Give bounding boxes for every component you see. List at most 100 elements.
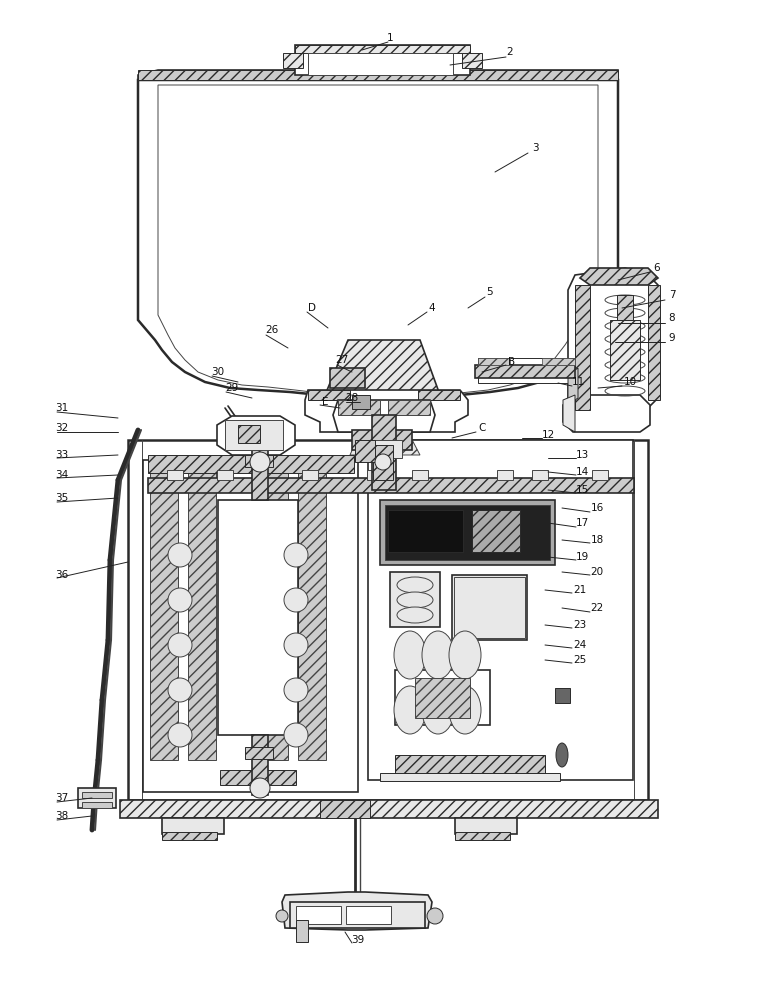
Ellipse shape	[284, 543, 308, 567]
Polygon shape	[418, 390, 460, 400]
Polygon shape	[305, 390, 468, 432]
Bar	[532, 470, 548, 480]
Text: 2: 2	[506, 47, 513, 57]
Text: 3: 3	[532, 143, 538, 153]
Text: 18: 18	[590, 535, 604, 545]
Text: C: C	[478, 423, 485, 433]
Ellipse shape	[168, 723, 192, 747]
Text: 17: 17	[576, 518, 589, 528]
Bar	[245, 747, 273, 759]
Bar	[128, 440, 648, 800]
Text: 16: 16	[590, 503, 604, 513]
Ellipse shape	[394, 686, 426, 734]
Ellipse shape	[449, 631, 481, 679]
Bar	[617, 295, 633, 320]
Bar	[82, 802, 112, 808]
Bar	[217, 470, 233, 480]
Bar	[148, 455, 354, 473]
Text: 15: 15	[576, 485, 589, 495]
Bar	[380, 500, 555, 565]
Bar	[218, 500, 298, 735]
Bar	[298, 470, 326, 760]
Bar	[385, 505, 550, 560]
Ellipse shape	[250, 778, 270, 798]
Text: 32: 32	[55, 423, 69, 433]
Text: 29: 29	[225, 383, 238, 393]
Bar	[283, 53, 303, 68]
Ellipse shape	[284, 678, 308, 702]
Polygon shape	[563, 395, 575, 432]
Bar	[472, 510, 520, 552]
Polygon shape	[325, 340, 440, 395]
Bar	[225, 420, 283, 450]
Bar	[78, 788, 116, 808]
Ellipse shape	[276, 910, 288, 922]
Text: 12: 12	[541, 430, 555, 440]
Bar	[592, 470, 608, 480]
Ellipse shape	[422, 631, 454, 679]
Bar	[380, 773, 560, 781]
Polygon shape	[338, 400, 380, 415]
Text: 27: 27	[336, 355, 349, 365]
Bar	[290, 902, 425, 928]
Bar	[555, 688, 570, 703]
Polygon shape	[475, 365, 575, 378]
Text: 20: 20	[590, 567, 604, 577]
Polygon shape	[648, 285, 660, 400]
Text: E: E	[322, 397, 328, 407]
Ellipse shape	[168, 633, 192, 657]
Bar	[148, 478, 634, 493]
Text: 33: 33	[55, 450, 69, 460]
Bar	[395, 670, 490, 725]
Text: 37: 37	[55, 793, 69, 803]
Bar	[390, 572, 440, 627]
Ellipse shape	[168, 678, 192, 702]
Bar	[150, 470, 178, 760]
Bar	[412, 470, 428, 480]
Bar	[478, 358, 575, 383]
Ellipse shape	[556, 743, 568, 767]
Bar	[162, 818, 224, 834]
Bar	[454, 577, 525, 638]
Text: 26: 26	[266, 325, 279, 335]
Text: 4: 4	[428, 303, 435, 313]
Ellipse shape	[375, 454, 391, 470]
Bar	[455, 818, 517, 834]
Polygon shape	[542, 358, 575, 365]
Bar	[372, 415, 396, 490]
Bar	[162, 832, 217, 840]
Bar	[352, 395, 370, 409]
Text: 19: 19	[576, 552, 589, 562]
Text: 10: 10	[623, 377, 636, 387]
Text: D: D	[308, 303, 316, 313]
Bar	[308, 53, 453, 75]
Text: 9: 9	[668, 333, 675, 343]
Bar	[188, 470, 216, 760]
Polygon shape	[282, 892, 432, 930]
Bar	[252, 440, 268, 500]
Bar	[497, 470, 513, 480]
Bar	[143, 460, 358, 792]
Polygon shape	[308, 390, 350, 400]
Ellipse shape	[422, 686, 454, 734]
Ellipse shape	[449, 686, 481, 734]
Bar	[373, 445, 393, 480]
Text: 28: 28	[345, 393, 358, 403]
Bar	[462, 53, 482, 68]
Polygon shape	[138, 80, 618, 395]
Text: 25: 25	[573, 655, 587, 665]
Bar	[395, 755, 545, 773]
Polygon shape	[217, 416, 295, 455]
Bar	[320, 800, 370, 818]
Text: 7: 7	[668, 290, 675, 300]
Bar	[346, 906, 391, 924]
Ellipse shape	[427, 908, 443, 924]
Text: B: B	[509, 357, 516, 367]
Bar	[330, 368, 365, 388]
Ellipse shape	[284, 723, 308, 747]
Text: 24: 24	[573, 640, 587, 650]
Text: 39: 39	[351, 935, 365, 945]
Polygon shape	[568, 368, 578, 405]
Bar	[260, 470, 288, 760]
Bar	[352, 430, 412, 450]
